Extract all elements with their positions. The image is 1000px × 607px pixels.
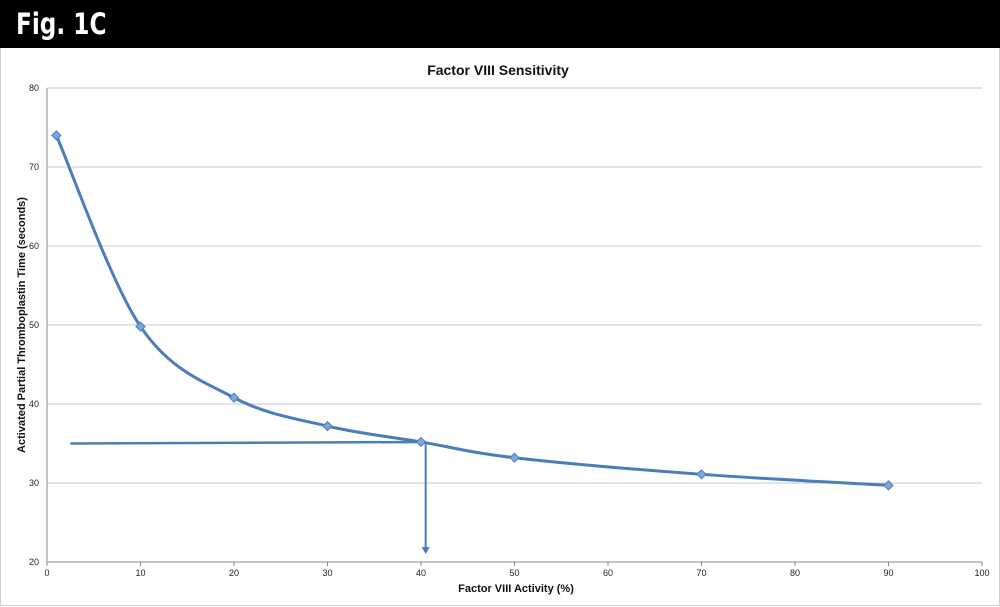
axes [46,88,983,566]
x-tick-label: 60 [603,568,613,578]
y-tick-label: 30 [29,478,39,488]
x-tick-label: 70 [696,568,706,578]
y-axis-label: Activated Partial Thromboplastin Time (s… [16,197,28,453]
data-point [135,321,146,332]
y-tick-label: 80 [29,83,39,93]
x-tick-label: 80 [790,568,800,578]
data-point [509,452,520,463]
y-tick-label: 60 [29,241,39,251]
tick-labels: 20 30 40 50 60 70 80 0 10 20 30 40 50 60 70 80 90 100 [29,83,990,578]
figure-label: Fig. 1C [16,7,107,41]
x-tick-label: 50 [509,568,519,578]
series [54,133,890,487]
chart-frame [0,48,1000,606]
annotations [70,440,430,555]
x-tick-label: 90 [883,568,893,578]
x-tick-label: 30 [322,568,332,578]
chart-title: Factor VIII Sensitivity [427,62,569,78]
figure-banner: Fig. 1C [0,0,1000,48]
data-points [51,130,894,491]
x-tick-label: 0 [44,568,49,578]
data-point [883,480,894,491]
y-tick-label: 40 [29,399,39,409]
horizontal-guide-line [70,440,426,445]
data-point [51,130,62,141]
x-tick-label: 40 [416,568,426,578]
x-tick-label: 10 [135,568,145,578]
vertical-arrow-head [421,547,430,555]
y-tick-label: 20 [29,557,39,567]
data-point [415,436,427,448]
x-tick-label: 20 [229,568,239,578]
y-tick-label: 50 [29,320,39,330]
x-axis-label: Factor VIII Activity (%) [458,583,574,595]
data-point [322,420,333,432]
x-tick-label: 100 [974,568,989,578]
data-point [696,469,707,480]
gridlines [47,87,982,484]
series-line [54,133,890,487]
y-tick-label: 70 [29,162,39,172]
data-point [228,392,240,403]
